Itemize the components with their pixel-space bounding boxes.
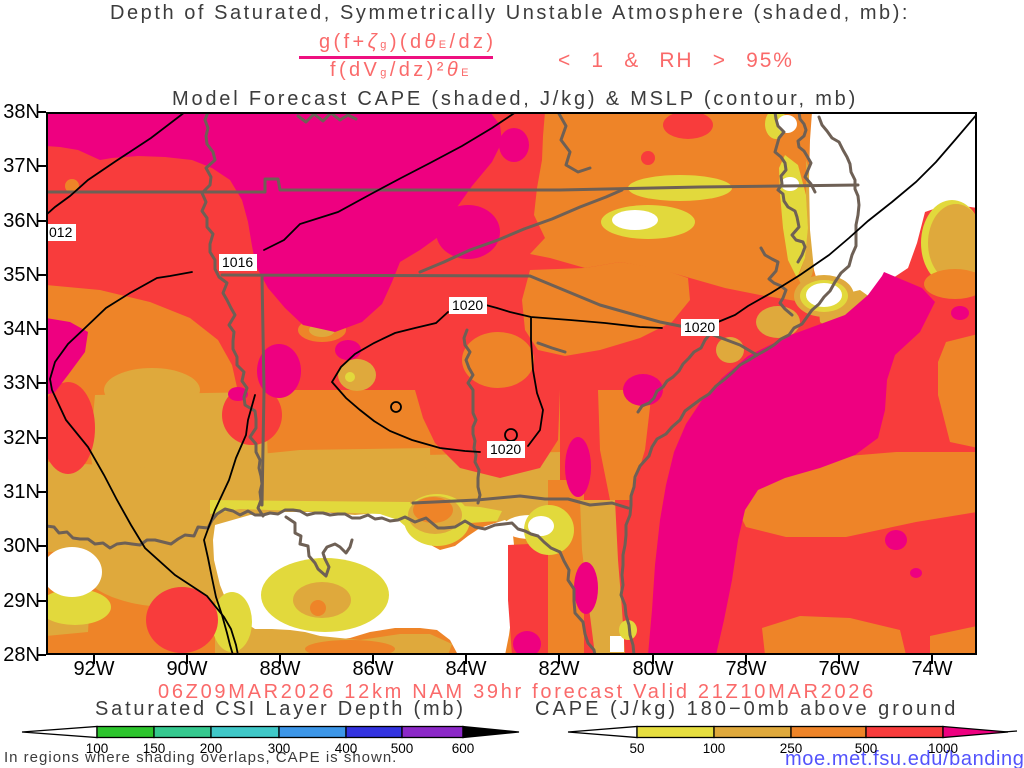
svg-text:50: 50 (629, 741, 644, 756)
svg-text:200: 200 (200, 741, 223, 756)
svg-text:400: 400 (335, 741, 358, 756)
svg-text:1020: 1020 (452, 297, 483, 313)
svg-text:1020: 1020 (684, 319, 715, 335)
svg-text:1020: 1020 (490, 441, 521, 457)
svg-text:012: 012 (49, 224, 73, 240)
svg-text:100: 100 (86, 741, 109, 756)
svg-text:300: 300 (268, 741, 291, 756)
svg-text:100: 100 (703, 741, 726, 756)
svg-text:500: 500 (855, 741, 878, 756)
svg-text:250: 250 (780, 741, 803, 756)
svg-text:1016: 1016 (222, 254, 253, 270)
svg-text:500: 500 (391, 741, 414, 756)
svg-text:600: 600 (452, 741, 475, 756)
svg-text:150: 150 (143, 741, 166, 756)
svg-text:1000: 1000 (928, 741, 958, 756)
